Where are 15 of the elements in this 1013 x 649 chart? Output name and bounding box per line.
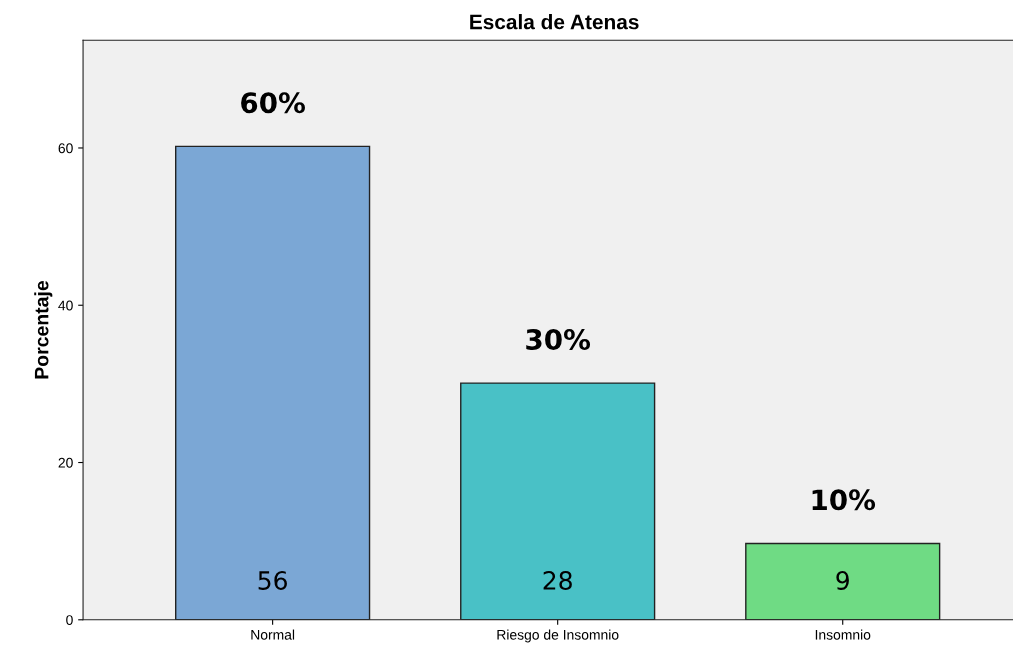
data-label: 30% (526, 328, 591, 350)
y-tick-label: 40 (58, 300, 73, 311)
x-tick-label: Riesgo de Insomnio (497, 629, 619, 643)
annotation: 56 (258, 571, 287, 590)
data-label: 10% (812, 489, 876, 511)
annotation: 9 (836, 571, 849, 590)
y-tick-label: 20 (58, 457, 73, 468)
chart-title: Escala de Atenas (470, 14, 639, 30)
x-tick-label: Insomnio (815, 629, 871, 640)
y-tick-label: 60 (58, 143, 73, 154)
data-label: 60% (241, 92, 305, 114)
x-tick-label: Normal (251, 629, 295, 640)
y-axis-title: Porcentaje (34, 280, 53, 379)
annotation: 28 (543, 571, 572, 590)
y-tick-label: 0 (66, 615, 73, 625)
